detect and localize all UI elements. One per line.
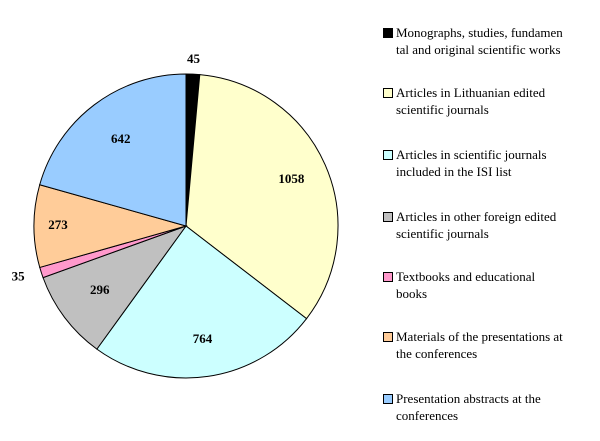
legend-item-textbooks: Textbooks and educational books xyxy=(383,268,593,302)
pie-slice-lithuanian-journals xyxy=(185,74,339,320)
legend-swatch xyxy=(383,212,393,222)
pie-slice-conference-materials xyxy=(33,184,188,269)
data-label-foreign-journals: 296 xyxy=(90,282,110,297)
pie-slice-isi-journals xyxy=(96,225,308,379)
data-label-lithuanian-journals: 1058 xyxy=(278,171,305,186)
data-label-textbooks: 35 xyxy=(12,268,26,283)
legend-label: Monographs, studies, fundamen tal and or… xyxy=(396,25,563,57)
legend-label: Articles in scientific journals included… xyxy=(396,147,547,179)
legend-item-isi-journals: Articles in scientific journals included… xyxy=(383,146,593,180)
data-label-conference-abstracts: 642 xyxy=(111,131,131,146)
data-label-monographs: 45 xyxy=(187,51,201,66)
legend-swatch xyxy=(383,28,393,38)
legend-label: Presentation abstracts at the conference… xyxy=(396,391,541,423)
legend-swatch xyxy=(383,394,393,404)
legend-swatch xyxy=(383,150,393,160)
legend-swatch xyxy=(383,88,393,98)
pie-data-labels: 45 1058 764 296 35 273 642 xyxy=(12,51,305,346)
data-label-conference-materials: 273 xyxy=(48,217,68,232)
legend-label: Articles in other foreign edited scienti… xyxy=(396,209,557,241)
pie-slice-conference-abstracts xyxy=(39,73,187,227)
legend-item-monographs: Monographs, studies, fundamen tal and or… xyxy=(383,24,593,58)
legend-label: Materials of the presentations at the co… xyxy=(396,329,563,361)
pie-slice-foreign-journals xyxy=(42,224,188,350)
data-label-isi-journals: 764 xyxy=(193,331,213,346)
legend-item-lithuanian-journals: Articles in Lithuanian edited scientific… xyxy=(383,84,593,118)
legend-item-conference-abstracts: Presentation abstracts at the conference… xyxy=(383,390,593,424)
pie-slices xyxy=(33,73,339,379)
legend-item-foreign-journals: Articles in other foreign edited scienti… xyxy=(383,208,593,242)
legend-item-conference-materials: Materials of the presentations at the co… xyxy=(383,328,593,362)
legend-label: Textbooks and educational books xyxy=(396,269,536,301)
legend-swatch xyxy=(383,332,393,342)
legend: Monographs, studies, fundamen tal and or… xyxy=(383,24,593,432)
legend-label: Articles in Lithuanian edited scientific… xyxy=(396,85,546,117)
legend-swatch xyxy=(383,272,393,282)
